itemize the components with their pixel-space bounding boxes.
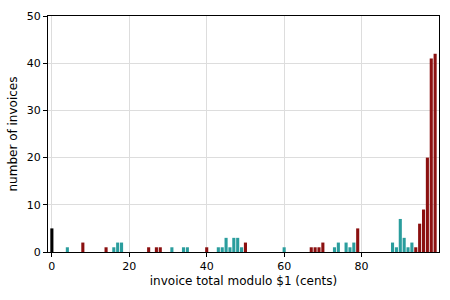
svg-text:60: 60: [277, 260, 291, 273]
svg-text:10: 10: [27, 199, 41, 212]
svg-text:80: 80: [355, 260, 369, 273]
svg-text:20: 20: [27, 151, 41, 164]
svg-text:40: 40: [200, 260, 214, 273]
svg-text:40: 40: [27, 57, 41, 70]
svg-text:30: 30: [27, 104, 41, 117]
svg-text:50: 50: [27, 10, 41, 23]
svg-text:number of invoices: number of invoices: [6, 77, 20, 192]
svg-text:0: 0: [48, 260, 55, 273]
svg-text:0: 0: [34, 246, 41, 259]
svg-text:invoice total modulo $1 (cents: invoice total modulo $1 (cents): [150, 274, 338, 288]
svg-text:20: 20: [122, 260, 136, 273]
